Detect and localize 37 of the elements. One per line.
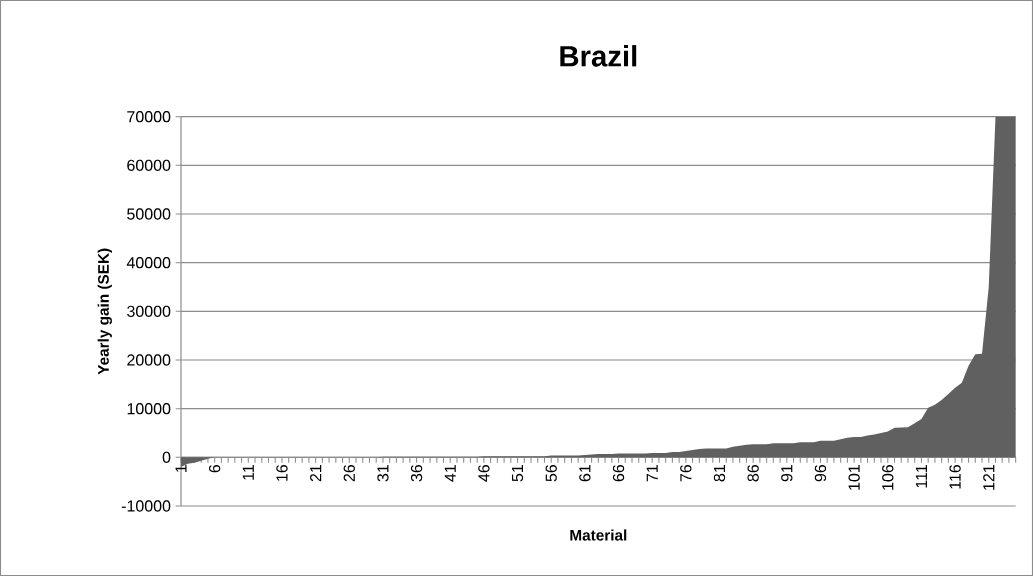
x-tick-label: 11 — [242, 465, 254, 480]
x-tick-label: 116 — [949, 464, 961, 489]
x-tick-label: 56 — [545, 464, 557, 482]
y-tick-label: 30000 — [127, 305, 171, 317]
y-tick-label: -10000 — [121, 500, 171, 512]
x-tick-label: 76 — [680, 464, 692, 482]
x-tick-label: 81 — [713, 465, 726, 482]
x-tick-label: 66 — [612, 464, 625, 482]
x-tick-label: 106 — [882, 464, 894, 490]
y-tick-label: 60000 — [127, 159, 171, 171]
x-tick-label: 96 — [814, 464, 827, 482]
x-tick-label: 101 — [848, 465, 860, 490]
x-tick-label: 46 — [478, 464, 490, 482]
x-tick-label: 41 — [444, 465, 456, 482]
x-tick-label: 71 — [646, 465, 658, 482]
x-tick-label: 6 — [209, 464, 221, 473]
x-tick-label: 86 — [747, 464, 759, 482]
x-tick-label: 51 — [511, 465, 524, 482]
y-tick-label: 0 — [162, 451, 171, 463]
y-tick-label: 70000 — [127, 111, 171, 123]
x-tick-label: 1 — [175, 465, 187, 472]
chart-title: Brazil — [560, 45, 637, 67]
x-tick-label: 31 — [377, 465, 389, 482]
x-tick-label: 21 — [310, 465, 322, 482]
y-tick-label: 10000 — [127, 403, 171, 415]
x-tick-label: 36 — [410, 464, 423, 482]
x-tick-label: 91 — [781, 465, 793, 482]
x-axis-title: Material — [570, 529, 627, 541]
y-axis-title: Yearly gain (SEK) — [97, 248, 112, 375]
x-tick-label: 111 — [915, 465, 927, 488]
y-tick-label: 50000 — [127, 208, 171, 220]
x-tick-label: 26 — [343, 464, 355, 482]
y-tick-label: 40000 — [126, 257, 171, 269]
x-tick-label: 16 — [276, 464, 288, 481]
x-tick-label: 121 — [983, 465, 995, 490]
y-tick-label: 20000 — [127, 354, 171, 366]
x-tick-label: 61 — [579, 465, 591, 482]
